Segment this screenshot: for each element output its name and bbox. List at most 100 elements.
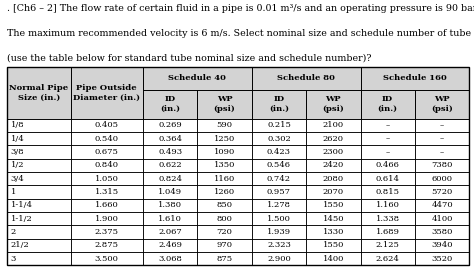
Bar xyxy=(361,239,415,252)
Text: 21/2: 21/2 xyxy=(11,241,29,249)
Text: 1550: 1550 xyxy=(323,201,344,209)
Bar xyxy=(71,225,143,239)
Bar xyxy=(415,185,469,199)
Bar xyxy=(361,118,415,132)
Text: 0.840: 0.840 xyxy=(95,161,119,169)
Text: 800: 800 xyxy=(217,215,233,223)
Text: 2.125: 2.125 xyxy=(376,241,400,249)
Bar xyxy=(415,90,469,118)
Text: 2.624: 2.624 xyxy=(376,255,400,263)
Text: 7380: 7380 xyxy=(431,161,453,169)
Bar xyxy=(415,252,469,265)
Bar xyxy=(7,225,71,239)
Text: 1.500: 1.500 xyxy=(267,215,291,223)
Text: 0.622: 0.622 xyxy=(158,161,182,169)
Bar xyxy=(71,252,143,265)
Text: . [Ch6 – 2] The flow rate of certain fluid in a pipe is 0.01 m³/s and an operati: . [Ch6 – 2] The flow rate of certain flu… xyxy=(7,4,474,13)
Bar xyxy=(415,118,469,132)
Text: 1350: 1350 xyxy=(214,161,235,169)
Bar xyxy=(306,252,361,265)
Bar xyxy=(7,185,71,199)
Text: 1.338: 1.338 xyxy=(375,215,400,223)
Text: 0.302: 0.302 xyxy=(267,135,291,143)
Bar xyxy=(71,159,143,172)
Bar xyxy=(71,67,143,118)
Text: 1-1/4: 1-1/4 xyxy=(11,201,33,209)
Bar xyxy=(7,239,71,252)
Bar xyxy=(197,118,252,132)
Bar xyxy=(197,225,252,239)
Bar xyxy=(252,90,306,118)
Text: 1.939: 1.939 xyxy=(267,228,291,236)
Text: 1-1/2: 1-1/2 xyxy=(11,215,33,223)
Text: (use the table below for standard tube nominal size and schedule number)?: (use the table below for standard tube n… xyxy=(7,53,372,62)
Bar xyxy=(306,199,361,212)
Text: Schedule 160: Schedule 160 xyxy=(383,75,447,82)
Text: ID
(in.): ID (in.) xyxy=(160,95,180,113)
Text: 0.742: 0.742 xyxy=(267,174,291,183)
Text: 1550: 1550 xyxy=(323,241,344,249)
Text: –: – xyxy=(440,148,444,156)
Bar xyxy=(7,172,71,185)
Text: –: – xyxy=(440,135,444,143)
Bar xyxy=(143,185,197,199)
Text: 1.380: 1.380 xyxy=(158,201,182,209)
Bar xyxy=(415,132,469,145)
Bar xyxy=(252,212,306,225)
Bar xyxy=(197,199,252,212)
Text: 1.278: 1.278 xyxy=(267,201,291,209)
Bar xyxy=(143,145,197,159)
Text: WP
(psi): WP (psi) xyxy=(431,95,453,113)
Bar xyxy=(415,159,469,172)
Bar xyxy=(71,172,143,185)
Bar xyxy=(361,145,415,159)
Bar xyxy=(143,159,197,172)
Text: 2300: 2300 xyxy=(323,148,344,156)
Text: –: – xyxy=(440,121,444,129)
Bar xyxy=(306,90,361,118)
Bar xyxy=(143,212,197,225)
Text: 1.315: 1.315 xyxy=(95,188,119,196)
Bar xyxy=(197,239,252,252)
Text: 1260: 1260 xyxy=(214,188,235,196)
Text: 0.364: 0.364 xyxy=(158,135,182,143)
Bar xyxy=(361,252,415,265)
Text: 1/8: 1/8 xyxy=(11,121,25,129)
Bar xyxy=(415,239,469,252)
Text: 1250: 1250 xyxy=(214,135,235,143)
Bar xyxy=(7,145,71,159)
Bar xyxy=(143,67,252,90)
Bar xyxy=(71,185,143,199)
Text: ID
(in.): ID (in.) xyxy=(378,95,398,113)
Bar xyxy=(415,225,469,239)
Bar xyxy=(306,172,361,185)
Bar xyxy=(252,132,306,145)
Text: 5720: 5720 xyxy=(431,188,453,196)
Bar xyxy=(71,199,143,212)
Text: 0.824: 0.824 xyxy=(158,174,182,183)
Text: 3520: 3520 xyxy=(431,255,453,263)
Bar xyxy=(71,132,143,145)
Text: 0.614: 0.614 xyxy=(376,174,400,183)
Text: 1.050: 1.050 xyxy=(95,174,118,183)
Text: Schedule 40: Schedule 40 xyxy=(168,75,227,82)
Text: 0.957: 0.957 xyxy=(267,188,291,196)
Text: Schedule 80: Schedule 80 xyxy=(277,75,335,82)
Text: –: – xyxy=(385,135,390,143)
Text: 1450: 1450 xyxy=(323,215,344,223)
Bar xyxy=(197,172,252,185)
Text: 0.493: 0.493 xyxy=(158,148,182,156)
Text: 2100: 2100 xyxy=(323,121,344,129)
Text: 3.500: 3.500 xyxy=(95,255,118,263)
Text: 970: 970 xyxy=(217,241,233,249)
Text: 2.469: 2.469 xyxy=(158,241,182,249)
Bar xyxy=(7,118,71,132)
Text: 1330: 1330 xyxy=(323,228,344,236)
Text: 0.405: 0.405 xyxy=(95,121,119,129)
Text: 590: 590 xyxy=(217,121,233,129)
Text: 1/2: 1/2 xyxy=(11,161,24,169)
Bar xyxy=(197,159,252,172)
Text: 3.068: 3.068 xyxy=(158,255,182,263)
Text: 3: 3 xyxy=(11,255,16,263)
Bar xyxy=(252,252,306,265)
